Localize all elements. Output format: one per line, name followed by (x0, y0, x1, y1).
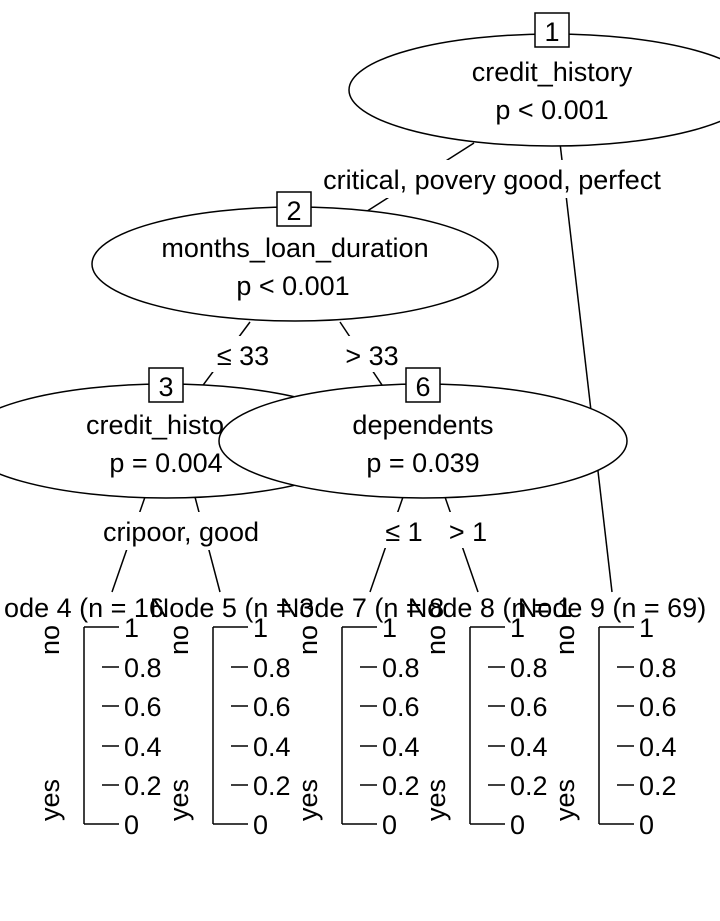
node-id: 1 (544, 17, 559, 47)
terminal-node-1: ode 4 (n = 161 0.8 0.6 0.4 0.2 0 no yes (4, 593, 164, 840)
node-p-value: p < 0.001 (495, 95, 608, 125)
terminal-tick-label: 0 (382, 810, 397, 840)
edge-label-credit-history-3: cripoor, good (103, 517, 259, 547)
edge-label-dependents-gt: > 1 (449, 517, 487, 547)
node-p-value: p = 0.004 (109, 448, 222, 478)
node-id: 2 (286, 196, 301, 226)
terminal-tick-label: 0.6 (639, 692, 677, 722)
terminal-tick-label: 0.8 (124, 653, 162, 683)
terminal-tick-label: 1 (253, 613, 268, 643)
node-id: 6 (415, 372, 430, 402)
terminal-title: Node 9 (n = 69) (518, 593, 706, 623)
edge-label-bg (335, 336, 410, 372)
terminal-tick-label: 0 (510, 810, 525, 840)
terminal-title: Node 7 (n = 8 (280, 593, 444, 623)
terminal-node-2: Node 5 (n = 31 0.8 0.6 0.4 0.2 0 no yes (150, 593, 314, 840)
terminal-tick-label: 0.4 (510, 732, 548, 762)
terminal-tick-label: 0.4 (382, 732, 420, 762)
terminal-title: Node 5 (n = 3 (150, 593, 314, 623)
edge-labels: critical, povery good, perfect ≤ 33 > 33… (86, 160, 692, 550)
terminal-tick-label: 1 (124, 613, 139, 643)
node-id-box (148, 367, 184, 403)
edge-label-bg (86, 512, 276, 550)
terminal-label-no: no (35, 625, 65, 655)
terminal-node-4: Node 8 (n = 11 0.8 0.6 0.4 0.2 0 no yes (408, 593, 572, 840)
terminal-tick-label: 0.4 (124, 732, 162, 762)
terminal-tick-label: 1 (639, 613, 654, 643)
terminal-title: ode 4 (n = 16 (4, 593, 164, 623)
terminal-tick-label: 0.2 (124, 771, 162, 801)
terminal-tick-label: 1 (382, 613, 397, 643)
inner-node-2: 2 months_loan_duration p < 0.001 (91, 191, 499, 322)
terminal-tick-label: 0.2 (510, 771, 548, 801)
node-variable: dependents (352, 410, 493, 440)
node-id-box (534, 12, 570, 48)
terminal-tick-label: 0.2 (639, 771, 677, 801)
edge-label-duration-le: ≤ 33 (217, 341, 269, 371)
edge-label-bg (205, 336, 280, 372)
terminal-label-no: no (164, 625, 194, 655)
node-variable: months_loan_duration (161, 233, 428, 263)
node-id-box (405, 367, 441, 403)
terminal-tick-label: 0.2 (253, 771, 291, 801)
terminal-label-no: no (293, 625, 323, 655)
terminal-tick-label: 1 (510, 613, 525, 643)
terminal-label-yes: yes (164, 779, 194, 821)
edge-label-dependents-le: ≤ 1 (385, 517, 422, 547)
terminal-tick-label: 0.6 (510, 692, 548, 722)
terminal-label-yes: yes (293, 779, 323, 821)
terminal-tick-label: 0.8 (510, 653, 548, 683)
node-id: 3 (158, 372, 173, 402)
terminal-tick-label: 0 (124, 810, 139, 840)
edge-label-duration-gt: > 33 (345, 341, 398, 371)
node-id-box (276, 191, 312, 227)
terminal-node-5: Node 9 (n = 69)1 0.8 0.6 0.4 0.2 0 no yes (518, 593, 706, 840)
terminal-tick-label: 0 (253, 810, 268, 840)
edge-label-bg (376, 512, 431, 548)
terminal-tick-label: 0.8 (639, 653, 677, 683)
terminal-tick-label: 0 (639, 810, 654, 840)
terminal-label-no: no (421, 625, 451, 655)
terminal-label-no: no (550, 625, 580, 655)
edge-label-bg (440, 512, 495, 548)
terminal-title: Node 8 (n = 1 (408, 593, 572, 623)
terminal-label-yes: yes (550, 779, 580, 821)
terminal-tick-label: 0.2 (382, 771, 420, 801)
terminal-node-3: Node 7 (n = 81 0.8 0.6 0.4 0.2 0 no yes (280, 593, 444, 840)
node-p-value: p = 0.039 (366, 448, 479, 478)
terminal-tick-label: 0.6 (253, 692, 291, 722)
terminal-tick-label: 0.4 (639, 732, 677, 762)
inner-node-1: 1 credit_history p < 0.001 (348, 12, 720, 147)
edge-1-9 (559, 142, 613, 593)
node-p-value: p < 0.001 (236, 271, 349, 301)
terminal-tick-label: 0.8 (382, 653, 420, 683)
inner-node-6: 6 dependents p = 0.039 (218, 367, 628, 499)
terminal-tick-label: 0.4 (253, 732, 291, 762)
terminal-tick-label: 0.6 (382, 692, 420, 722)
terminal-label-yes: yes (421, 779, 451, 821)
edge-label-bg (292, 160, 692, 198)
terminal-tick-label: 0.8 (253, 653, 291, 683)
edge-label-credit-history: critical, povery good, perfect (323, 165, 661, 195)
terminal-label-yes: yes (35, 779, 65, 821)
node-ellipse (348, 33, 720, 147)
node-variable: credit_histo (86, 410, 224, 440)
terminal-tick-label: 0.6 (124, 692, 162, 722)
node-variable: credit_history (472, 57, 633, 87)
